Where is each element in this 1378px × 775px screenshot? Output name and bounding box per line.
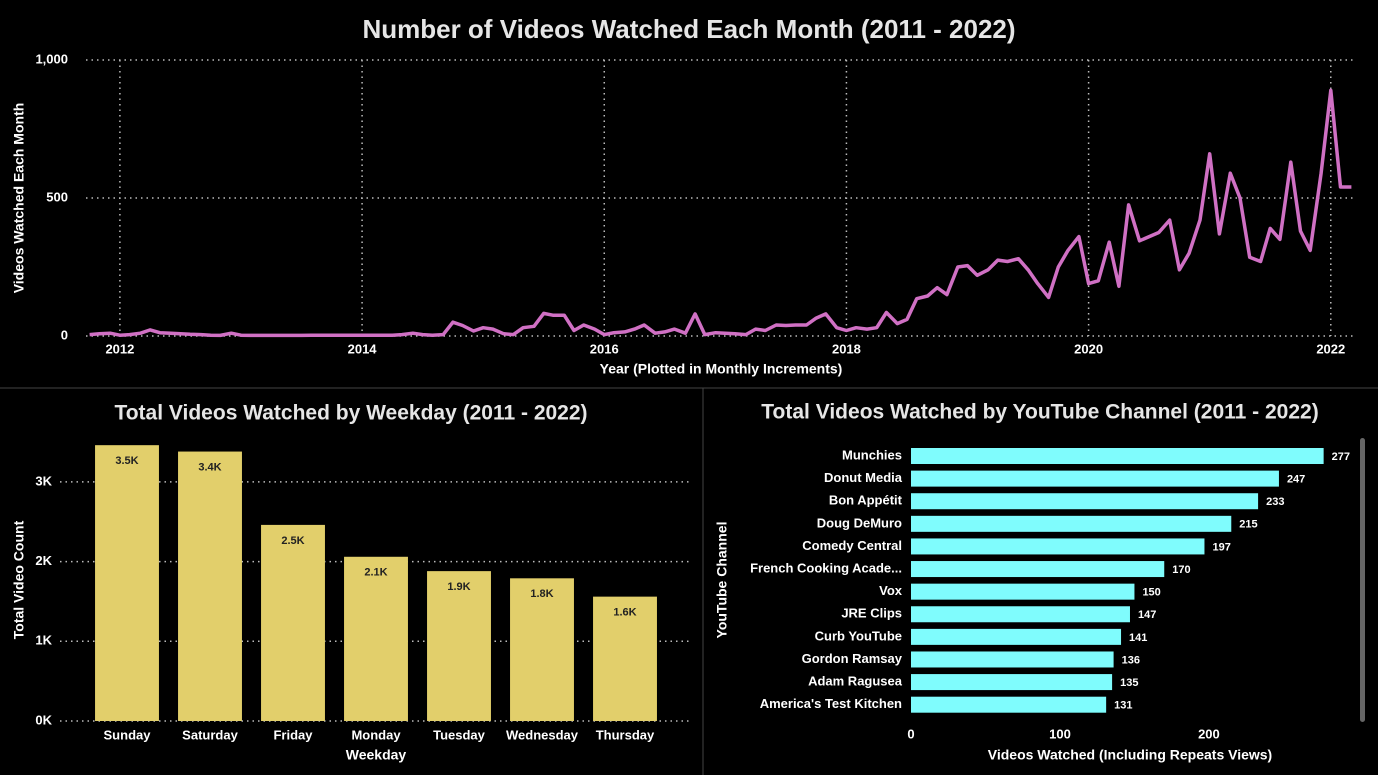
bar: [261, 524, 325, 721]
y-tick-label: 0K: [35, 712, 52, 727]
bar: [911, 448, 1324, 465]
x-tick-label: 2012: [105, 341, 134, 356]
y-tick-label: Comedy Central: [802, 538, 902, 553]
y-tick-label: Doug DeMuro: [817, 515, 902, 530]
value-label: 277: [1332, 451, 1350, 463]
bar: [427, 571, 491, 721]
x-tick-label: 2020: [1074, 341, 1103, 356]
y-axis-title: YouTube Channel: [714, 522, 730, 639]
bar: [911, 470, 1279, 487]
y-tick-label: 2K: [35, 553, 52, 568]
x-tick-label: Tuesday: [433, 727, 486, 742]
bar: [178, 451, 242, 721]
bar: [593, 596, 657, 721]
y-tick-label: Curb YouTube: [815, 628, 902, 643]
value-label: 215: [1239, 519, 1257, 531]
scrollbar: [1360, 438, 1365, 722]
x-tick-label: 100: [1049, 726, 1071, 741]
bar: [911, 696, 1107, 713]
bar: [911, 674, 1113, 691]
value-label: 170: [1172, 564, 1190, 576]
chart-title: Total Videos Watched by YouTube Channel …: [761, 401, 1318, 424]
y-tick-label: 3K: [35, 473, 52, 488]
x-tick-label: 0: [907, 726, 914, 741]
value-label: 3.5K: [115, 455, 138, 467]
y-tick-label: Bon Appétit: [829, 493, 903, 508]
x-tick-label: Thursday: [596, 727, 655, 742]
y-tick-label: 500: [46, 189, 68, 204]
x-tick-label: 2014: [348, 341, 378, 356]
value-label: 141: [1129, 632, 1147, 644]
y-tick-label: 1,000: [35, 51, 68, 66]
value-label: 131: [1114, 700, 1132, 712]
bar: [911, 515, 1232, 532]
x-axis-title: Videos Watched (Including Repeats Views): [988, 747, 1272, 763]
x-tick-label: 2016: [590, 341, 619, 356]
bar: [911, 606, 1130, 623]
x-axis-title: Year (Plotted in Monthly Increments): [600, 361, 843, 377]
x-tick-label: Sunday: [104, 727, 152, 742]
value-label: 247: [1287, 474, 1305, 486]
x-axis-title: Weekday: [346, 747, 407, 763]
bar: [344, 556, 408, 721]
y-tick-label: French Cooking Acade...: [750, 560, 902, 575]
bar: [95, 445, 159, 721]
y-axis-title: Total Video Count: [11, 520, 27, 639]
value-label: 2.1K: [364, 567, 387, 579]
bar: [911, 651, 1114, 668]
value-label: 1.8K: [530, 588, 553, 600]
y-tick-label: Gordon Ramsay: [802, 651, 903, 666]
y-tick-label: Adam Ragusea: [808, 674, 903, 689]
x-tick-label: Saturday: [182, 727, 238, 742]
y-tick-label: JRE Clips: [841, 606, 902, 621]
x-tick-label: 2018: [832, 341, 861, 356]
value-label: 2.5K: [281, 535, 304, 547]
bar: [911, 561, 1165, 578]
y-tick-label: Vox: [879, 583, 903, 598]
y-tick-label: 1K: [35, 633, 52, 648]
x-tick-label: 200: [1198, 726, 1220, 741]
bar: [911, 538, 1205, 555]
value-label: 147: [1138, 609, 1156, 621]
bar: [911, 583, 1135, 600]
x-tick-label: Wednesday: [506, 727, 579, 742]
bar: [911, 628, 1122, 645]
bar: [510, 578, 574, 721]
y-tick-label: America's Test Kitchen: [760, 696, 902, 711]
value-label: 150: [1142, 587, 1160, 599]
y-tick-label: 0: [61, 327, 68, 342]
y-axis-title: Videos Watched Each Month: [11, 103, 27, 294]
x-tick-label: 2022: [1316, 341, 1345, 356]
value-label: 135: [1120, 677, 1138, 689]
value-label: 233: [1266, 496, 1284, 508]
chart-title: Total Videos Watched by Weekday (2011 - …: [114, 402, 587, 425]
value-label: 3.4K: [198, 461, 221, 473]
y-tick-label: Donut Media: [824, 470, 903, 485]
value-label: 136: [1122, 654, 1140, 666]
value-label: 1.9K: [447, 581, 470, 593]
line: [89, 88, 1352, 338]
chart-title: Number of Videos Watched Each Month (201…: [362, 14, 1015, 44]
bar: [911, 493, 1259, 510]
value-label: 1.6K: [613, 607, 636, 619]
x-tick-label: Friday: [273, 727, 313, 742]
x-tick-label: Monday: [351, 727, 401, 742]
y-tick-label: Munchies: [842, 447, 902, 462]
value-label: 197: [1212, 541, 1230, 553]
